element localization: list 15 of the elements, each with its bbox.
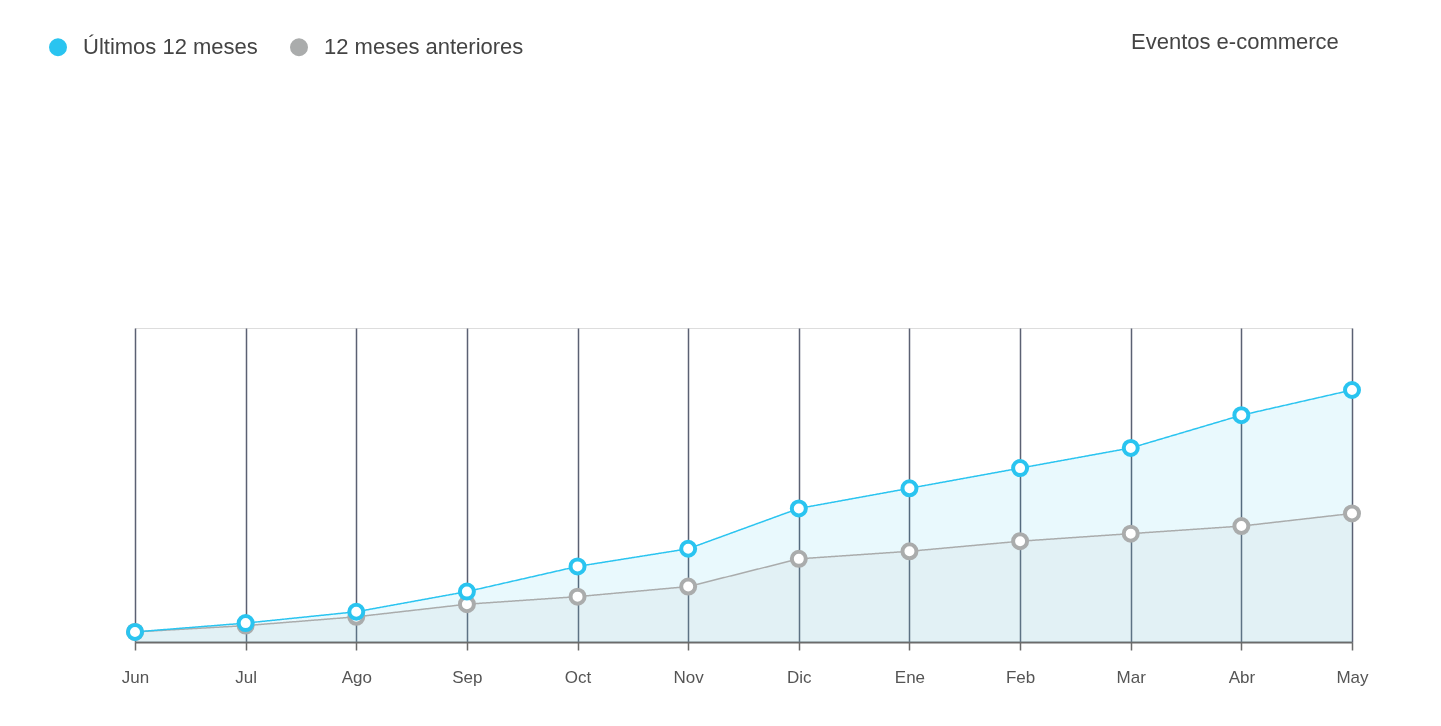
x-tick-label: Ago — [341, 667, 372, 687]
x-tick-label: Oct — [564, 667, 592, 687]
legend-label: Últimos 12 meses — [83, 34, 258, 60]
x-tick-label: Nov — [673, 667, 705, 687]
x-tick-label: Jun — [121, 667, 150, 687]
x-tick-label: Mar — [1116, 667, 1147, 687]
x-tick-label: Dic — [787, 667, 813, 687]
x-tick-label: Feb — [1005, 667, 1036, 687]
x-tick-label: Abr — [1228, 667, 1256, 687]
text: Eventos e-commerce — [1131, 29, 1339, 54]
x-tick-label: Ene — [894, 667, 926, 687]
x-tick-label: Jul — [235, 667, 257, 687]
x-tick-label: Sep — [452, 667, 483, 687]
legend-label: 12 meses anteriores — [324, 34, 524, 60]
x-tick-label: May — [1336, 667, 1370, 687]
